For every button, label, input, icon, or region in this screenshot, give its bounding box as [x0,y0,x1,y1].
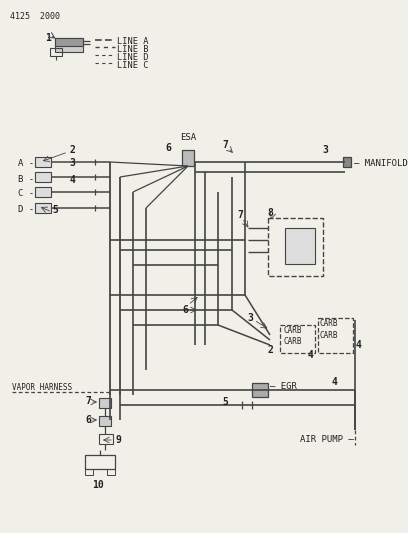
Text: 1: 1 [45,33,51,43]
Text: 7: 7 [85,396,91,406]
Bar [50,48,62,56]
Text: 6: 6 [182,305,188,315]
Bar [85,469,93,475]
Text: CARB: CARB [320,331,339,340]
Text: — MANIFOLD: — MANIFOLD [354,159,408,168]
Text: 4: 4 [355,340,361,350]
Text: CARB: CARB [320,319,339,328]
Text: ESA: ESA [180,133,196,142]
Bar [268,218,323,276]
Bar [107,469,115,475]
Text: LINE D: LINE D [117,52,149,61]
Text: 9: 9 [115,435,121,445]
Text: 7: 7 [237,210,243,220]
Bar [35,172,51,182]
Text: 3: 3 [247,313,253,323]
Text: D -: D - [18,206,34,214]
Bar [55,38,83,52]
Bar [285,228,315,264]
Text: LINE A: LINE A [117,37,149,46]
Text: 5: 5 [222,397,228,407]
Text: C -: C - [18,190,34,198]
Text: 10: 10 [92,480,104,490]
Text: CARB: CARB [283,326,302,335]
Text: 2: 2 [69,145,75,155]
Text: 4125  2000: 4125 2000 [10,12,60,21]
Bar [318,318,353,353]
Text: 4: 4 [307,350,313,360]
Bar [55,38,83,46]
Bar [99,434,113,444]
Bar [99,398,111,408]
Text: 5: 5 [52,205,58,215]
Text: B -: B - [18,174,34,183]
Text: LINE B: LINE B [117,44,149,53]
Text: 6: 6 [165,143,171,153]
Text: 2: 2 [267,345,273,355]
Text: 7: 7 [222,140,228,150]
Text: A -: A - [18,159,34,168]
Text: LINE C: LINE C [117,61,149,69]
Bar [35,203,51,213]
Text: 6: 6 [85,415,91,425]
Text: CARB: CARB [283,337,302,346]
Bar [99,416,111,426]
Text: 3: 3 [322,145,328,155]
Text: 4: 4 [69,175,75,185]
Bar [343,157,351,167]
Text: — EGR: — EGR [270,382,297,391]
Bar [85,455,115,469]
Text: 8: 8 [267,208,273,218]
Text: 3: 3 [69,158,75,168]
Bar [182,150,194,166]
Text: 4: 4 [332,377,338,387]
Text: AIR PUMP —: AIR PUMP — [300,435,354,445]
Bar [280,325,315,353]
Bar [35,157,51,167]
Bar [252,383,268,397]
Bar [35,187,51,197]
Text: VAPOR HARNESS: VAPOR HARNESS [12,383,72,392]
